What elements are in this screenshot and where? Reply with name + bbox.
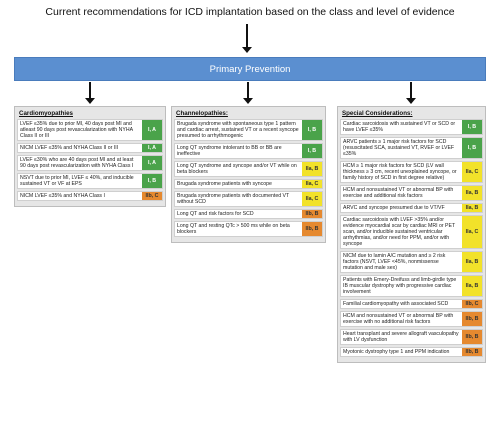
diagram-title: Current recommendations for ICD implanta… [45,6,455,18]
class-level-badge: IIa, C [302,180,322,188]
class-level-badge: IIa, C [302,192,322,206]
recommendation-row: Cardiac sarcoidosis with LVEF >35% and/o… [340,215,483,249]
panel-header: Special Considerations: [342,110,413,117]
recommendation-text: Myotonic dystrophy type 1 and PPM indica… [343,349,450,355]
recommendation-row: NICM LVEF ≤35% and NYHA Class II or III I… [17,143,163,153]
class-level-badge: IIb, B [462,348,482,356]
recommendation-row: NSVT due to prior MI, LVEF ≤ 40%, and in… [17,173,163,189]
recommendation-row: LVEF ≤35% due to prior MI, 40 days post … [17,119,163,141]
panel-header: Channelopathies: [176,110,228,117]
primary-prevention-banner: Primary Prevention [14,57,486,81]
recommendation-row: Heart transplant and severe allograft va… [340,329,483,345]
recommendation-text: Familial cardiomyopathy with associated … [343,301,449,307]
recommendation-row: Long QT syndrome intolerant to BB or BB … [174,143,323,159]
arrow-to-cardiomyopathies [85,82,95,104]
class-level-badge: IIb, C [142,192,162,200]
recommendation-text: Brugada syndrome patients with documente… [177,193,290,205]
recommendation-text: NICM LVEF ≤35% and NYHA Class II or III [20,145,119,151]
row-list: LVEF ≤35% due to prior MI, 40 days post … [17,119,163,201]
class-level-badge: IIb, B [462,330,482,344]
class-level-badge: I, B [302,144,322,158]
class-level-badge: IIa, B [462,252,482,272]
class-level-badge: IIa, B [462,204,482,212]
class-level-badge: I, A [142,120,162,140]
recommendation-text: Heart transplant and severe allograft va… [343,331,459,343]
channelopathies-panel: Channelopathies: Brugada syndrome with s… [171,106,326,243]
recommendation-row: Myotonic dystrophy type 1 and PPM indica… [340,347,483,357]
recommendation-text: Long QT syndrome and syncope and/or VT w… [177,163,297,175]
class-level-badge: IIb, C [462,300,482,308]
row-list: Brugada syndrome with spontaneous type 1… [174,119,323,237]
recommendation-row: Patients with Emery-Dreifuss and limb-gi… [340,275,483,297]
recommendation-row: Brugada syndrome patients with documente… [174,191,323,207]
recommendation-row: Long QT and risk factors for SCD IIb, B [174,209,323,219]
class-level-badge: I, B [142,174,162,188]
class-level-badge: I, A [142,156,162,170]
arrow-to-channelopathies [243,82,253,104]
class-level-badge: IIb, B [462,312,482,326]
recommendation-row: NICM due to lamin A/C mutation and ≥ 2 r… [340,251,483,273]
recommendation-text: NICM LVEF ≤35% and NYHA Class I [20,193,105,199]
recommendation-text: Cardiac sarcoidosis with sustained VT or… [343,121,456,133]
recommendation-text: Brugada syndrome with spontaneous type 1… [177,121,299,139]
recommendation-row: HCM and nonsustained VT or abnormal BP w… [340,311,483,327]
class-level-badge: I, A [142,144,162,152]
recommendation-text: HCM and nonsustained VT or abnormal BP w… [343,187,454,199]
special-considerations-panel: Special Considerations: Cardiac sarcoido… [337,106,486,363]
recommendation-row: ARVC patients ≥ 1 major risk factors for… [340,137,483,159]
recommendation-row: HCM ≥ 1 major risk factors for SCD (LV w… [340,161,483,183]
recommendation-row: Long QT and resting QTc > 500 ms while o… [174,221,323,237]
recommendation-text: NICM due to lamin A/C mutation and ≥ 2 r… [343,253,446,271]
recommendation-row: LVEF ≤30% who are 40 days post MI and at… [17,155,163,171]
recommendation-text: NSVT due to prior MI, LVEF ≤ 40%, and in… [20,175,134,187]
recommendation-row: HCM and nonsustained VT or abnormal BP w… [340,185,483,201]
recommendation-row: Brugada syndrome patients with syncope II… [174,179,323,189]
recommendation-row: Long QT syndrome and syncope and/or VT w… [174,161,323,177]
class-level-badge: IIa, B [302,162,322,176]
recommendation-text: LVEF ≤35% due to prior MI, 40 days post … [20,121,133,139]
recommendation-row: ARVC and syncope presumed due to VT/VF II… [340,203,483,213]
recommendation-row: Familial cardiomyopathy with associated … [340,299,483,309]
recommendation-text: Long QT and risk factors for SCD [177,211,254,217]
class-level-badge: I, B [302,120,322,140]
recommendation-text: ARVC and syncope presumed due to VT/VF [343,205,445,211]
arrow-to-special [406,82,416,104]
recommendation-text: Patients with Emery-Dreifuss and limb-gi… [343,277,457,295]
recommendation-text: LVEF ≤30% who are 40 days post MI and at… [20,157,134,169]
class-level-badge: IIa, C [462,162,482,182]
recommendation-row: Cardiac sarcoidosis with sustained VT or… [340,119,483,135]
recommendation-text: HCM and nonsustained VT or abnormal BP w… [343,313,454,325]
class-level-badge: IIb, B [302,222,322,236]
recommendation-row: NICM LVEF ≤35% and NYHA Class I IIb, C [17,191,163,201]
recommendation-text: ARVC patients ≥ 1 major risk factors for… [343,139,455,157]
recommendation-text: Long QT and resting QTc > 500 ms while o… [177,223,290,235]
class-level-badge: IIb, B [302,210,322,218]
cardiomyopathies-panel: Cardiomyopathies LVEF ≤35% due to prior … [14,106,166,207]
class-level-badge: IIa, B [462,186,482,200]
class-level-badge: I, B [462,120,482,134]
arrow-title-to-banner [242,24,252,53]
recommendation-text: HCM ≥ 1 major risk factors for SCD (LV w… [343,163,457,181]
class-level-badge: IIa, B [462,276,482,296]
row-list: Cardiac sarcoidosis with sustained VT or… [340,119,483,357]
recommendation-text: Cardiac sarcoidosis with LVEF >35% and/o… [343,217,456,247]
class-level-badge: IIa, C [462,216,482,248]
panel-header: Cardiomyopathies [19,110,73,117]
recommendation-row: Brugada syndrome with spontaneous type 1… [174,119,323,141]
recommendation-text: Brugada syndrome patients with syncope [177,181,272,187]
class-level-badge: I, B [462,138,482,158]
recommendation-text: Long QT syndrome intolerant to BB or BB … [177,145,282,157]
